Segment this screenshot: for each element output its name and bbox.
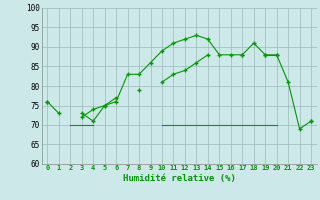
X-axis label: Humidité relative (%): Humidité relative (%): [123, 174, 236, 183]
